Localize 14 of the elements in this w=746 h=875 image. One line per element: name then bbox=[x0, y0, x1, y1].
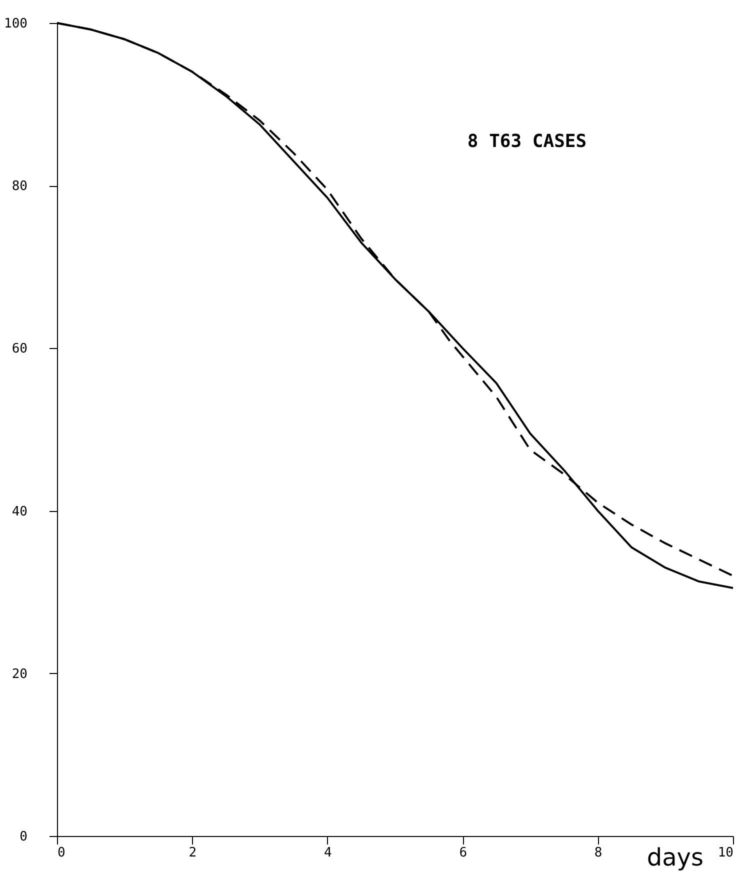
y-tick-label: 60 bbox=[12, 342, 28, 357]
y-tick-label: 80 bbox=[12, 179, 28, 194]
y-tick-label: 40 bbox=[12, 504, 28, 520]
x-tick-label: 6 bbox=[459, 846, 468, 860]
x-axis-title: days bbox=[646, 844, 704, 872]
x-tick-label: 2 bbox=[188, 846, 197, 860]
y-tick-label: 100 bbox=[4, 16, 28, 32]
y-tick-label: 20 bbox=[12, 666, 28, 682]
x-tick-label: 10 bbox=[718, 846, 734, 860]
x-tick-label: 8 bbox=[594, 846, 602, 860]
x-tick-label: 0 bbox=[58, 846, 66, 860]
x-tick-label: 4 bbox=[324, 846, 332, 860]
annotation: 8 T63 CASES bbox=[467, 131, 587, 152]
y-tick-label: 0 bbox=[20, 830, 28, 844]
